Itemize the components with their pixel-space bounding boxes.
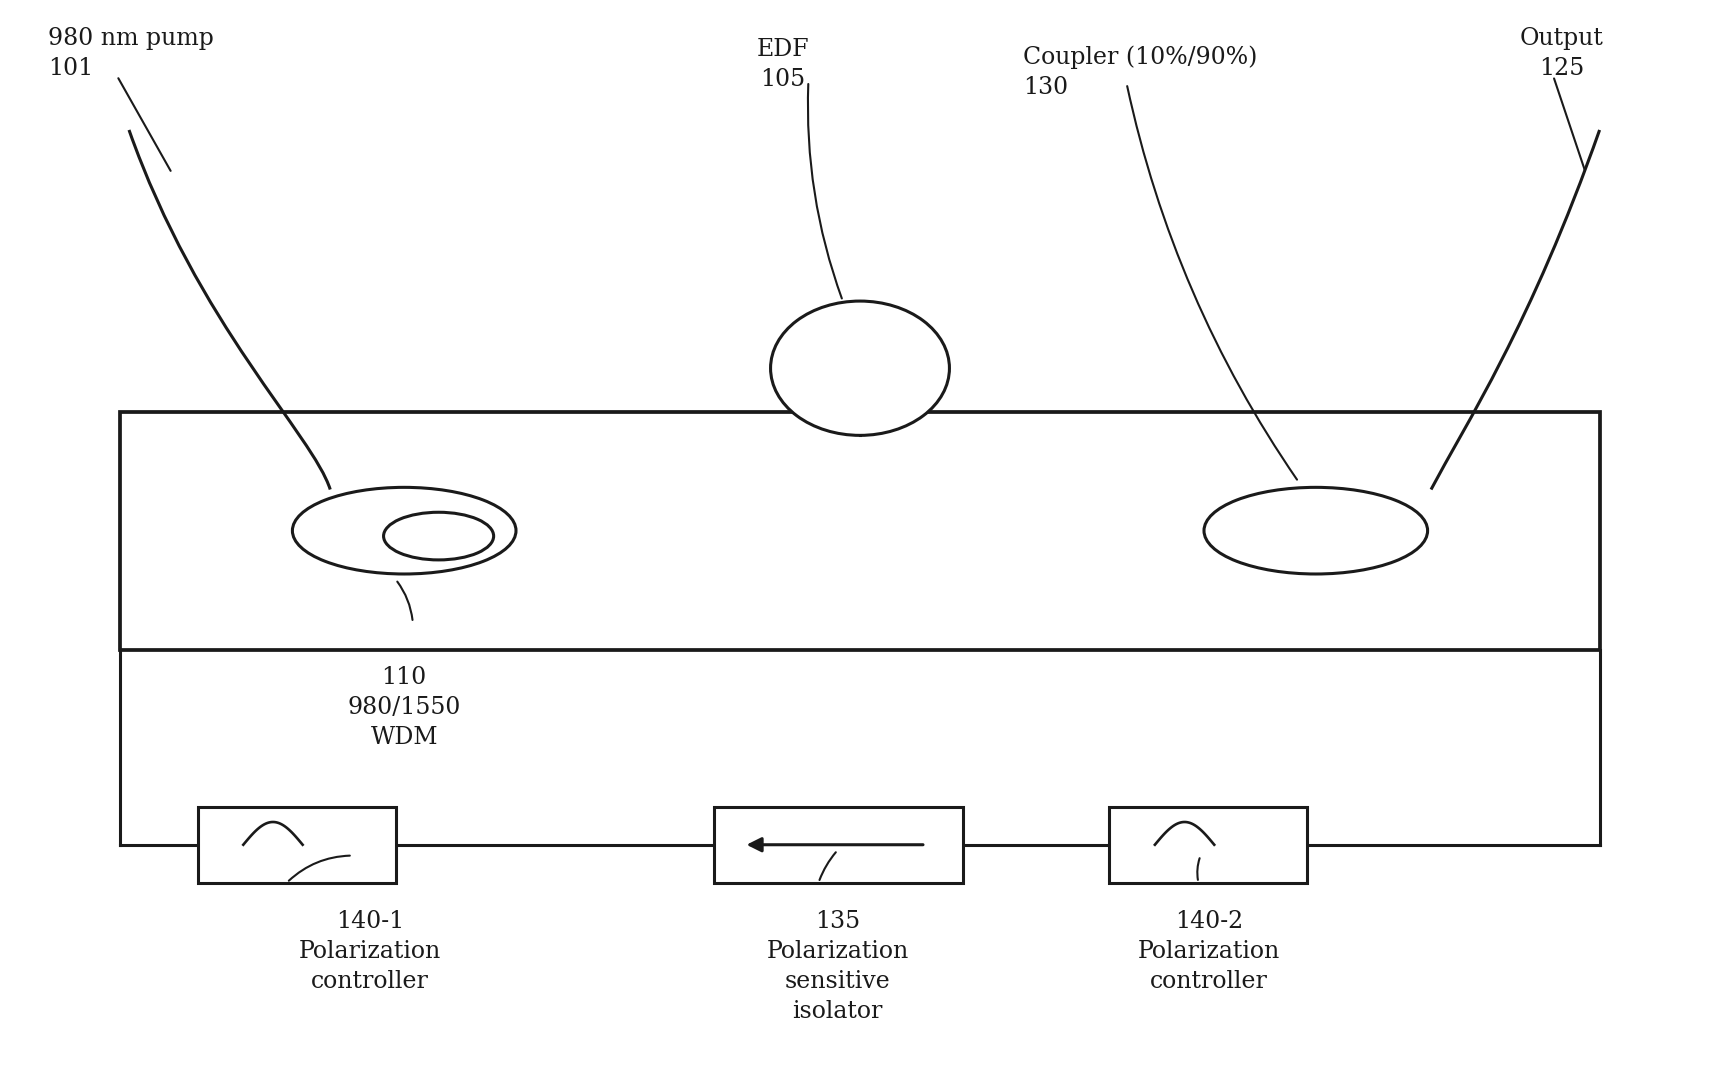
Bar [120,412,1600,650]
Text: 135
Polarization
sensitive
isolator: 135 Polarization sensitive isolator [767,910,908,1023]
Ellipse shape [292,487,516,574]
Ellipse shape [771,301,949,435]
Bar [714,807,963,883]
Bar [1109,807,1307,883]
Text: Coupler (10%/90%)
130: Coupler (10%/90%) 130 [1023,45,1257,100]
Bar [198,807,396,883]
Text: 140-1
Polarization
controller: 140-1 Polarization controller [299,910,440,993]
Text: 110
980/1550
WDM: 110 980/1550 WDM [347,666,461,749]
Ellipse shape [1204,487,1428,574]
Text: 140-2
Polarization
controller: 140-2 Polarization controller [1139,910,1280,993]
Text: Output
125: Output 125 [1520,27,1603,80]
Ellipse shape [384,512,494,560]
Text: 980 nm pump
101: 980 nm pump 101 [48,27,213,80]
Text: EDF
105: EDF 105 [757,38,808,91]
